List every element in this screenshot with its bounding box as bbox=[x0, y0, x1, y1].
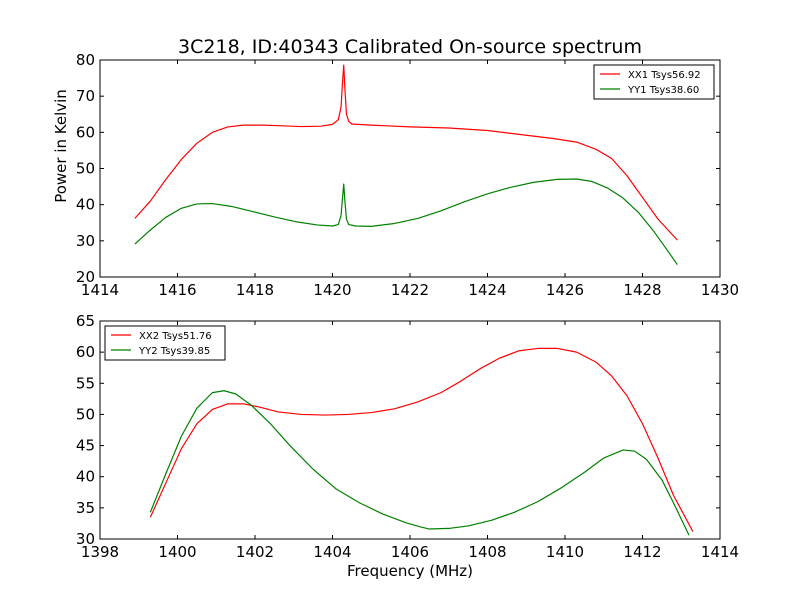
bottom-x-tick-label: 1412 bbox=[623, 543, 661, 561]
bottom-y-tick-label: 40 bbox=[76, 468, 95, 486]
bottom-x-tick-label: 1402 bbox=[236, 543, 274, 561]
top-x-tick-label: 1430 bbox=[701, 281, 739, 299]
top-x-tick-label: 1422 bbox=[391, 281, 429, 299]
top-chart-y-axis-label: Power in Kelvin bbox=[52, 89, 70, 203]
bottom-y-tick-label: 55 bbox=[76, 374, 95, 392]
figure-title: 3C218, ID:40343 Calibrated On-source spe… bbox=[178, 36, 642, 58]
bottom-x-tick-label: 1404 bbox=[313, 543, 351, 561]
top-series-line-2 bbox=[134, 178, 678, 266]
bottom-y-tick-label: 35 bbox=[76, 499, 95, 517]
bottom-legend-label-2: YY2 Tsys39.85 bbox=[138, 346, 210, 357]
bottom-x-tick-label: 1414 bbox=[701, 543, 739, 561]
top-x-tick-label: 1426 bbox=[546, 281, 584, 299]
bottom-x-tick-label: 1410 bbox=[546, 543, 584, 561]
bottom-x-tick-label: 1398 bbox=[81, 543, 119, 561]
top-x-tick-label: 1416 bbox=[158, 281, 196, 299]
bottom-series-line-2 bbox=[149, 390, 690, 536]
top-legend-label-2: YY1 Tsys38.60 bbox=[627, 85, 699, 96]
bottom-y-tick-label: 60 bbox=[76, 343, 95, 361]
top-y-tick-label: 60 bbox=[76, 123, 95, 141]
bottom-x-tick-label: 1408 bbox=[468, 543, 506, 561]
top-chart-panel: Power in Kelvin 1414 1416 1418 1420 1422 1424… bbox=[52, 51, 739, 299]
top-y-tick-label: 50 bbox=[76, 160, 95, 178]
top-y-tick-label: 30 bbox=[76, 232, 95, 250]
top-legend-label-1: XX1 Tsys56.92 bbox=[628, 70, 701, 81]
bottom-y-tick-label: 50 bbox=[76, 405, 95, 423]
top-y-tick-label: 40 bbox=[76, 196, 95, 214]
top-y-tick-label: 20 bbox=[76, 268, 95, 286]
bottom-chart-x-axis-label: Frequency (MHz) bbox=[347, 562, 473, 580]
bottom-legend bbox=[104, 325, 226, 361]
bottom-y-tick-label: 45 bbox=[76, 437, 95, 455]
top-legend bbox=[593, 64, 715, 100]
bottom-chart-panel: Frequency (MHz) 1398 1400 1402 1404 1406 1408… bbox=[76, 312, 739, 580]
bottom-x-tick-label: 1400 bbox=[158, 543, 196, 561]
bottom-series-line-1 bbox=[149, 347, 694, 532]
top-x-tick-label: 1414 bbox=[81, 281, 119, 299]
top-y-tick-label: 70 bbox=[76, 87, 95, 105]
bottom-legend-label-1: XX2 Tsys51.76 bbox=[139, 331, 212, 342]
top-x-tick-label: 1428 bbox=[623, 281, 661, 299]
top-x-tick-label: 1418 bbox=[236, 281, 274, 299]
top-x-tick-label: 1420 bbox=[313, 281, 351, 299]
bottom-x-tick-label: 1406 bbox=[391, 543, 429, 561]
bottom-y-tick-label: 30 bbox=[76, 530, 95, 548]
top-y-tick-label: 80 bbox=[76, 51, 95, 69]
top-x-tick-label: 1424 bbox=[468, 281, 506, 299]
top-series-line-1 bbox=[134, 64, 678, 241]
bottom-y-tick-label: 65 bbox=[76, 312, 95, 330]
